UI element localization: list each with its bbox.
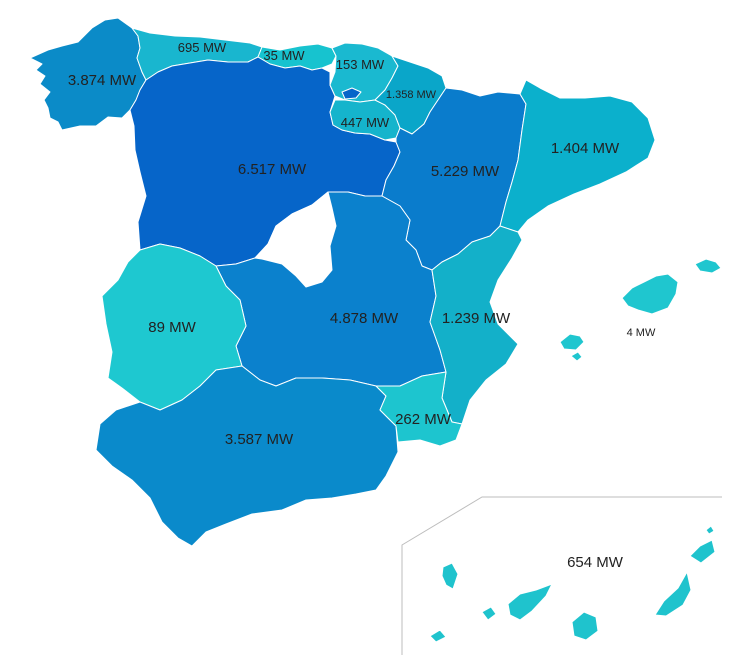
label-castilla-la-mancha: 4.878 MW: [330, 310, 399, 327]
label-aragon: 5.229 MW: [431, 163, 500, 180]
label-baleares: 4 MW: [627, 327, 656, 339]
label-extremadura: 89 MW: [148, 319, 196, 336]
island-formentera: [570, 351, 583, 362]
label-navarra: 1.358 MW: [386, 89, 437, 101]
label-pais-vasco: 153 MW: [336, 57, 385, 72]
island-lanzarote: [689, 539, 716, 564]
label-murcia: 262 MW: [395, 411, 452, 428]
island-fuerteventura: [654, 571, 692, 617]
region-baleares: [559, 258, 722, 362]
label-la-rioja: 447 MW: [341, 115, 390, 130]
island-ibiza: [559, 333, 585, 351]
island-la-graciosa: [705, 525, 715, 535]
label-galicia: 3.874 MW: [68, 72, 137, 89]
island-menorca: [694, 258, 722, 274]
label-cataluna: 1.404 MW: [551, 140, 620, 157]
label-castilla-y-leon: 6.517 MW: [238, 161, 307, 178]
canarias-inset-frame: [401, 496, 722, 655]
island-la-gomera: [481, 606, 497, 621]
island-la-palma: [441, 562, 459, 590]
region-cataluna: [499, 79, 656, 233]
island-mallorca: [621, 273, 679, 315]
label-valencia: 1.239 MW: [442, 310, 511, 327]
label-andalucia: 3.587 MW: [225, 431, 294, 448]
region-extremadura: [101, 243, 247, 411]
label-cantabria: 35 MW: [263, 48, 305, 63]
island-tenerife: [507, 583, 553, 621]
label-asturias: 695 MW: [178, 40, 227, 55]
region-castilla-y-leon-enclave: [341, 87, 362, 100]
island-gran-canaria: [571, 611, 599, 641]
label-canarias: 654 MW: [567, 554, 624, 571]
island-el-hierro: [429, 629, 447, 643]
region-murcia: [375, 371, 463, 447]
region-canarias: [429, 525, 716, 643]
